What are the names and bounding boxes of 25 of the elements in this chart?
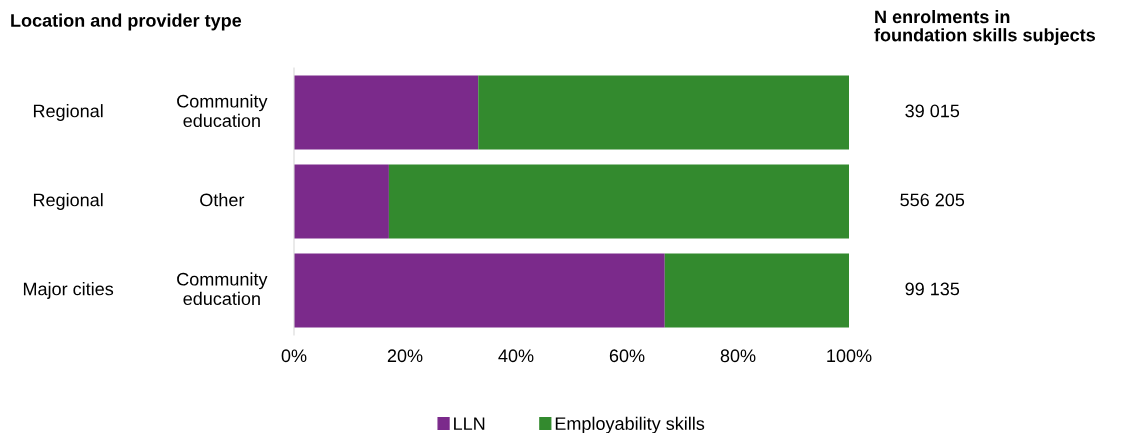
x-tick-label: 40% [498, 349, 534, 363]
text: Location and provider type [11, 13, 242, 31]
text: Regional [33, 104, 103, 121]
bar [294, 253, 665, 328]
legend-label: Employability skills [555, 416, 705, 433]
bar [478, 75, 849, 150]
y-tick-label: Community education [177, 272, 268, 306]
x-tick-label: 20% [387, 349, 423, 363]
x-tick-label: 100% [827, 349, 872, 363]
y-tick-label: Community education [177, 94, 268, 128]
y-tick-label: Other [200, 193, 245, 207]
bar [294, 164, 389, 239]
x-tick-label: 60% [609, 349, 645, 363]
bar [664, 253, 849, 328]
text: Regional [33, 193, 103, 210]
legend-label: LLN [454, 417, 485, 430]
text: 99 135 [905, 282, 960, 296]
x-tick-label: 0% [281, 349, 307, 363]
text: N enrolments in foundation skills subjects [874, 10, 1095, 45]
text: Major cities [23, 282, 114, 299]
x-tick-label: 80% [720, 349, 756, 363]
bar [294, 75, 479, 150]
text: 556 205 [900, 193, 965, 207]
bar [388, 164, 849, 239]
text: 39 015 [905, 104, 960, 118]
